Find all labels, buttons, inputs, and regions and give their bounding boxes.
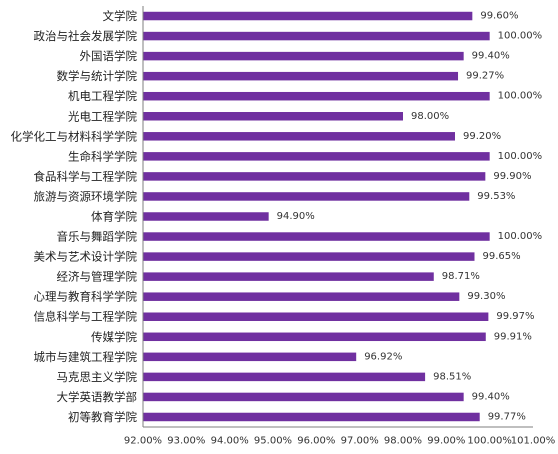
value-label: 99.20% [463, 131, 501, 142]
value-labels-layer: 99.60% 100.00% 99.40% 99.27% 100.00% 98.00% 99… [277, 11, 542, 423]
value-label: 99.53% [477, 191, 515, 202]
category-label: 美术与艺术设计学院 [34, 250, 138, 264]
value-label: 99.65% [483, 251, 521, 262]
category-label: 初等教育学院 [68, 410, 137, 424]
value-label: 100.00% [498, 31, 542, 42]
value-label: 99.60% [480, 11, 518, 22]
x-tick-label: 99.00% [427, 436, 465, 447]
bar [143, 132, 455, 141]
value-label: 99.40% [472, 51, 510, 62]
category-label: 马克思主义学院 [57, 370, 138, 384]
value-label: 99.40% [472, 391, 510, 402]
bar [143, 11, 473, 21]
bars-layer [143, 11, 490, 422]
x-tick-label: 96.00% [297, 436, 335, 447]
category-label: 信息科学与工程学院 [34, 310, 138, 324]
value-label: 100.00% [498, 91, 542, 102]
category-label: 大学英语教学部 [57, 390, 138, 404]
bar [143, 91, 490, 101]
value-label: 99.90% [493, 171, 531, 182]
value-label: 94.90% [277, 211, 315, 222]
category-label: 心理与教育科学学院 [34, 290, 138, 304]
category-label: 经济与管理学院 [57, 270, 138, 284]
category-label: 体育学院 [91, 210, 137, 224]
bar [143, 232, 490, 241]
category-label: 传媒学院 [91, 330, 137, 344]
bar [143, 352, 357, 362]
value-label: 99.91% [494, 331, 532, 342]
bar [143, 152, 490, 161]
value-label: 99.27% [466, 71, 504, 82]
category-label: 食品科学与工程学院 [34, 169, 138, 183]
bar [143, 412, 480, 422]
category-labels-layer: 文学院政治与社会发展学院外国语学院数学与统计学院机电工程学院光电工程学院化学化工… [11, 9, 138, 424]
bar [143, 71, 459, 81]
category-label: 外国语学院 [80, 49, 138, 63]
bar [143, 112, 403, 121]
category-label: 音乐与舞蹈学院 [57, 230, 138, 244]
bar [143, 372, 426, 382]
value-label: 96.92% [364, 351, 402, 362]
bar [143, 252, 475, 261]
bar [143, 192, 470, 201]
x-tick-label: 93.00% [167, 436, 205, 447]
category-label: 文学院 [103, 9, 138, 23]
x-tick-label: 98.00% [384, 436, 422, 447]
bar [143, 312, 489, 321]
x-tick-label: 94.00% [211, 436, 249, 447]
value-label: 98.00% [411, 111, 449, 122]
bar [143, 272, 434, 281]
category-label: 机电工程学院 [68, 89, 137, 103]
bar [143, 51, 464, 61]
value-label: 98.51% [433, 371, 471, 382]
bar [143, 392, 464, 402]
bar [143, 292, 460, 301]
bar [143, 332, 486, 342]
category-label: 生命科学学院 [68, 149, 137, 163]
value-label: 99.97% [496, 311, 534, 322]
x-tick-label: 97.00% [341, 436, 379, 447]
value-label: 98.71% [442, 271, 480, 282]
x-tick-label: 95.00% [254, 436, 292, 447]
category-label: 城市与建筑工程学院 [34, 350, 138, 364]
category-label: 光电工程学院 [68, 109, 137, 123]
value-label: 99.77% [488, 411, 526, 422]
x-tick-label: 92.00% [124, 436, 162, 447]
category-label: 化学化工与材料科学学院 [11, 129, 138, 143]
bar [143, 212, 269, 221]
value-label: 99.30% [467, 291, 505, 302]
category-label: 旅游与资源环境学院 [34, 189, 138, 203]
x-tick-labels-layer: 92.00% 93.00% 94.00% 95.00% 96.00% 97.00% 98.0… [124, 436, 555, 447]
x-tick-label: 101.00% [511, 436, 556, 447]
x-tick-label: 100.00% [467, 436, 512, 447]
value-label: 100.00% [498, 231, 542, 242]
category-label: 政治与社会发展学院 [34, 29, 138, 43]
bar [143, 31, 490, 41]
category-label: 数学与统计学院 [57, 69, 138, 83]
value-label: 100.00% [498, 151, 542, 162]
bar [143, 172, 486, 181]
